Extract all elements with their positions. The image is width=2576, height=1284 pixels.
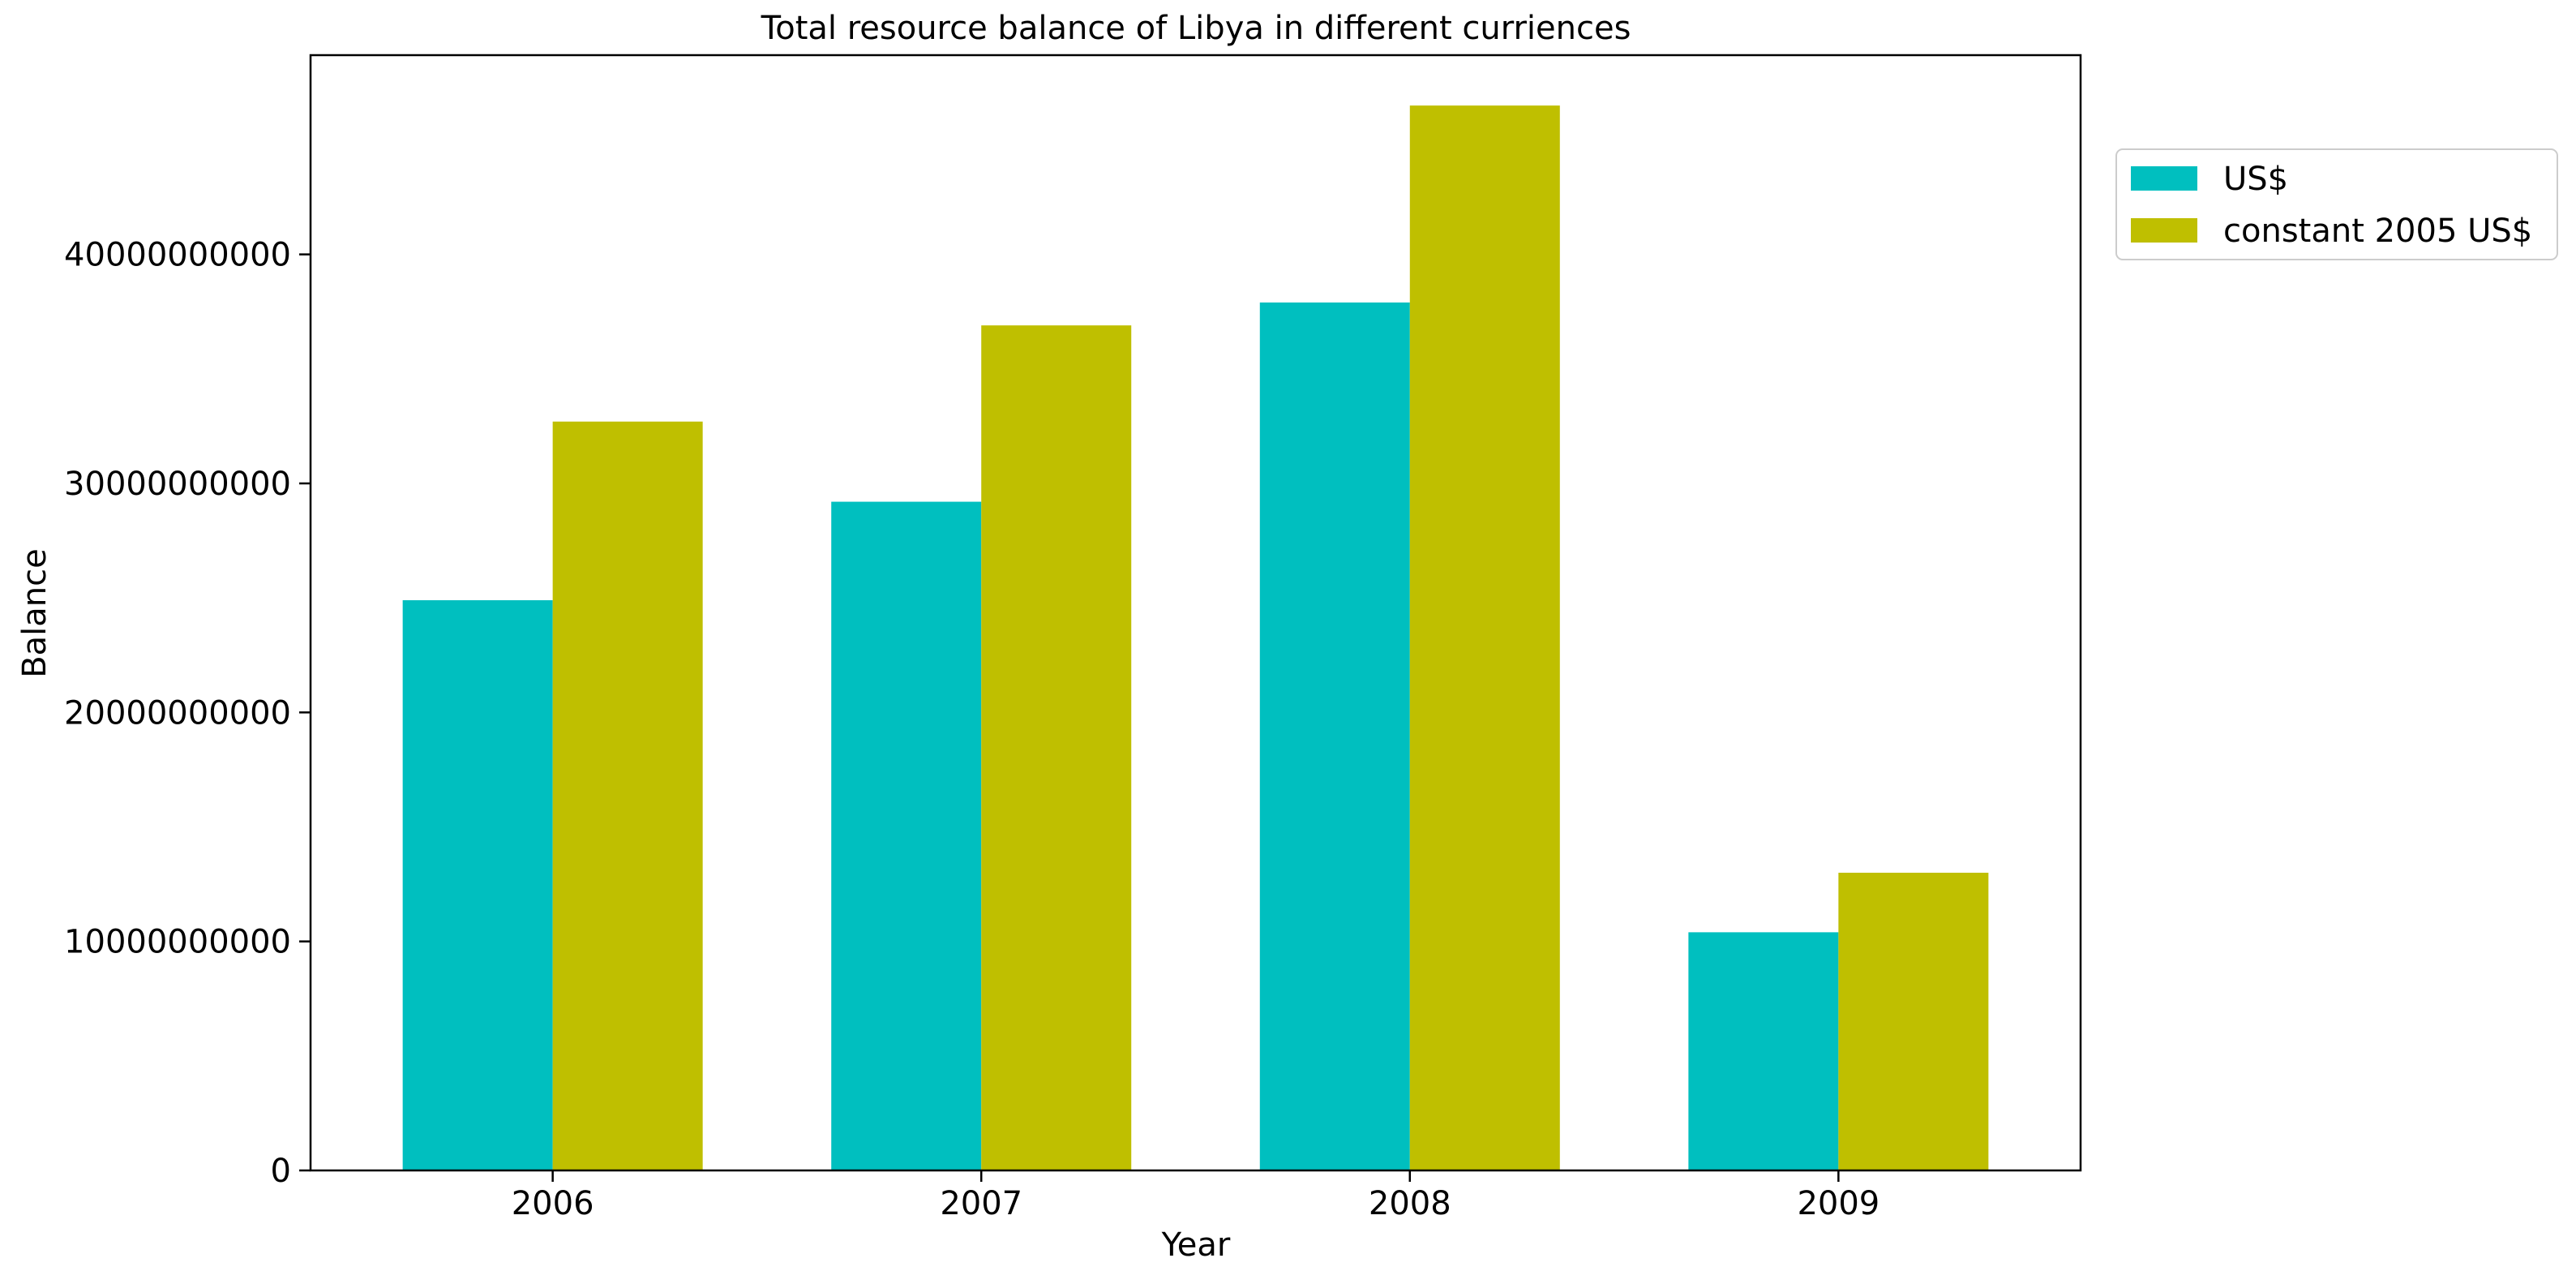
bar-usd-2007 [831,501,982,1170]
bar-constant-2005-usd-2009 [1838,872,1989,1170]
bar-usd-2009 [1688,932,1839,1170]
y-tick-label: 30000000000 [64,466,291,503]
x-tick-label: 2009 [1797,1185,1879,1222]
plot-frame [309,54,2082,1172]
y-axis-label: Balance [16,548,54,678]
bar-usd-2006 [402,599,553,1170]
bar-constant-2005-usd-2006 [552,421,703,1170]
x-axis-label: Year [1161,1226,1231,1264]
x-tick-label: 2007 [940,1185,1022,1222]
y-axis: 0 10000000000 20000000000 30000000000 400000… [64,237,311,1190]
x-axis: 2006 2007 2008 2009 [512,1170,1879,1222]
bars-group [402,105,1989,1171]
y-tick-label: 40000000000 [64,237,291,274]
chart-title: Total resource balance of Libya in diffe… [761,10,1631,47]
legend: US$ constant 2005 US$ [2115,148,2558,260]
legend-swatch-constant-2005-usd [2131,218,2197,243]
legend-label: US$ [2223,161,2288,198]
bar-constant-2005-usd-2008 [1409,105,1560,1170]
legend-swatch-usd [2131,166,2197,191]
y-tick-label: 0 [271,1153,291,1190]
y-tick-label: 20000000000 [64,694,291,732]
bar-usd-2008 [1259,302,1410,1171]
y-tick-label: 10000000000 [64,924,291,961]
bar-constant-2005-usd-2007 [981,325,1132,1170]
x-tick-label: 2008 [1369,1185,1451,1222]
x-tick-label: 2006 [512,1185,594,1222]
legend-box [2115,148,2558,260]
legend-label: constant 2005 US$ [2223,213,2532,250]
